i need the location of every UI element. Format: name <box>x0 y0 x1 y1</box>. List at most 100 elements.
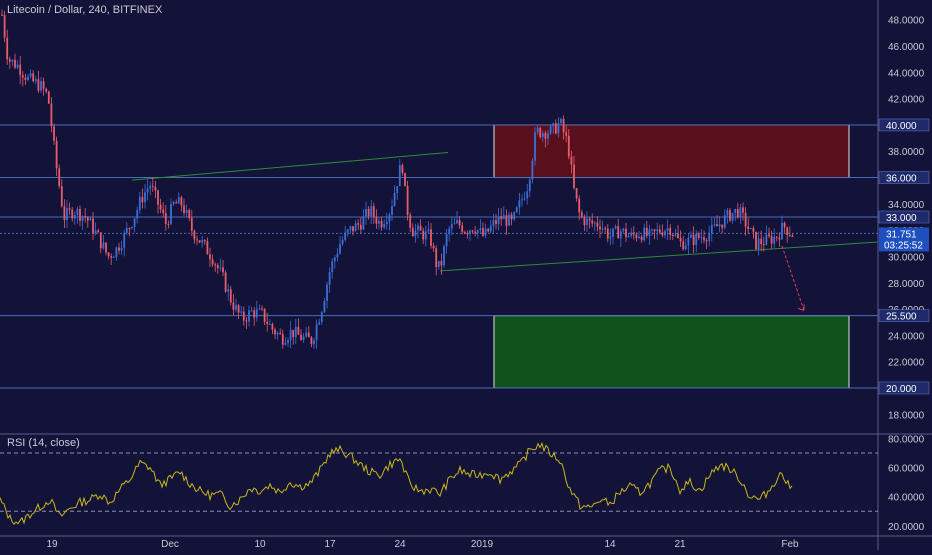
candle-body <box>586 218 588 226</box>
candle-body <box>599 226 601 230</box>
candle-body <box>53 126 55 141</box>
candle-body <box>274 329 276 335</box>
candle-body <box>359 224 362 230</box>
candle-body <box>144 192 146 203</box>
candle-body <box>297 326 300 335</box>
candle-body <box>687 237 690 246</box>
candle-body <box>398 165 401 187</box>
candle-body <box>461 225 464 233</box>
candle-body <box>786 227 789 236</box>
candle-body <box>708 233 711 242</box>
forecast-arrow-line <box>781 245 805 311</box>
candle-body <box>185 210 188 213</box>
time-tick-label: 24 <box>394 539 406 550</box>
candle-body <box>729 210 731 221</box>
candle-body <box>346 229 349 233</box>
upper-trend-line <box>131 152 449 181</box>
candle-body <box>375 216 378 224</box>
candle-body <box>268 323 271 325</box>
candle-body <box>513 212 516 220</box>
candle-body <box>180 197 183 206</box>
candle-body <box>762 244 765 246</box>
candle-body <box>450 224 453 229</box>
candles-group <box>1 9 794 349</box>
candle-body <box>313 340 315 345</box>
candle-body <box>443 246 445 266</box>
candle-body <box>81 215 84 221</box>
candle-body <box>16 64 19 68</box>
candle-body <box>591 220 594 224</box>
candle-body <box>235 305 237 310</box>
candle-body <box>619 231 622 239</box>
price-tick-label: 28.0000 <box>888 279 925 290</box>
candle-body <box>341 239 344 244</box>
candle-body <box>604 228 607 230</box>
candle-body <box>440 261 443 266</box>
forecast-arrow-head <box>797 304 805 311</box>
symbol-title: Litecoin / Dollar, 240, BITFINEX <box>7 4 163 16</box>
candle-body <box>523 198 526 200</box>
candle-body <box>136 209 139 219</box>
candle-body <box>781 222 783 240</box>
candle-body <box>778 237 781 240</box>
candle-body <box>406 186 409 215</box>
candle-body <box>770 235 773 244</box>
candle-body <box>718 224 721 227</box>
candle-body <box>666 227 669 232</box>
candle-body <box>643 227 646 241</box>
candle-body <box>482 228 484 236</box>
candle-body <box>232 302 235 310</box>
candle-body <box>596 222 599 227</box>
candle-body <box>539 127 542 137</box>
countdown-label: 03:25:52 <box>884 240 923 251</box>
candle-body <box>326 284 328 301</box>
candle-body <box>352 226 354 232</box>
price-tick-label: 30.0000 <box>888 252 925 263</box>
candle-body <box>679 238 682 242</box>
candle-body <box>671 234 674 236</box>
candle-body <box>648 229 651 236</box>
candle-body <box>703 237 705 241</box>
candle-body <box>146 188 149 193</box>
candle-body <box>354 223 357 232</box>
lower-trend-line <box>439 241 879 272</box>
candle-body <box>151 185 154 187</box>
candle-body <box>328 272 331 285</box>
candle-body <box>196 239 198 241</box>
candle-body <box>206 241 209 255</box>
candle-body <box>255 309 258 318</box>
candle-body <box>695 233 698 246</box>
candle-body <box>541 132 544 137</box>
candle-body <box>422 230 425 240</box>
candle-body <box>721 224 724 228</box>
candle-body <box>333 257 336 262</box>
candle-body <box>458 220 461 226</box>
candle-body <box>463 232 466 234</box>
candle-body <box>388 214 391 222</box>
candle-body <box>248 310 250 322</box>
candle-body <box>653 229 656 232</box>
level-badge-label: 40.000 <box>886 121 917 132</box>
candle-body <box>71 209 74 219</box>
candle-body <box>209 254 211 260</box>
candle-body <box>339 243 341 254</box>
candle-body <box>19 64 22 76</box>
candle-body <box>645 227 648 236</box>
candle-body <box>8 59 11 62</box>
price-tick-label: 22.0000 <box>888 358 925 369</box>
candle-body <box>749 227 752 229</box>
candle-body <box>42 81 45 89</box>
candle-body <box>404 172 406 187</box>
level-badge <box>878 381 930 395</box>
candle-body <box>154 186 157 191</box>
candle-body <box>411 227 414 237</box>
candle-body <box>372 206 375 217</box>
candle-body <box>99 232 102 249</box>
candle-body <box>534 132 536 161</box>
candle-body <box>791 235 794 238</box>
time-tick-label: 19 <box>46 539 58 550</box>
candle-body <box>203 240 206 242</box>
candle-body <box>47 91 50 104</box>
level-badge-label: 33.000 <box>886 213 917 224</box>
candle-body <box>565 132 568 136</box>
